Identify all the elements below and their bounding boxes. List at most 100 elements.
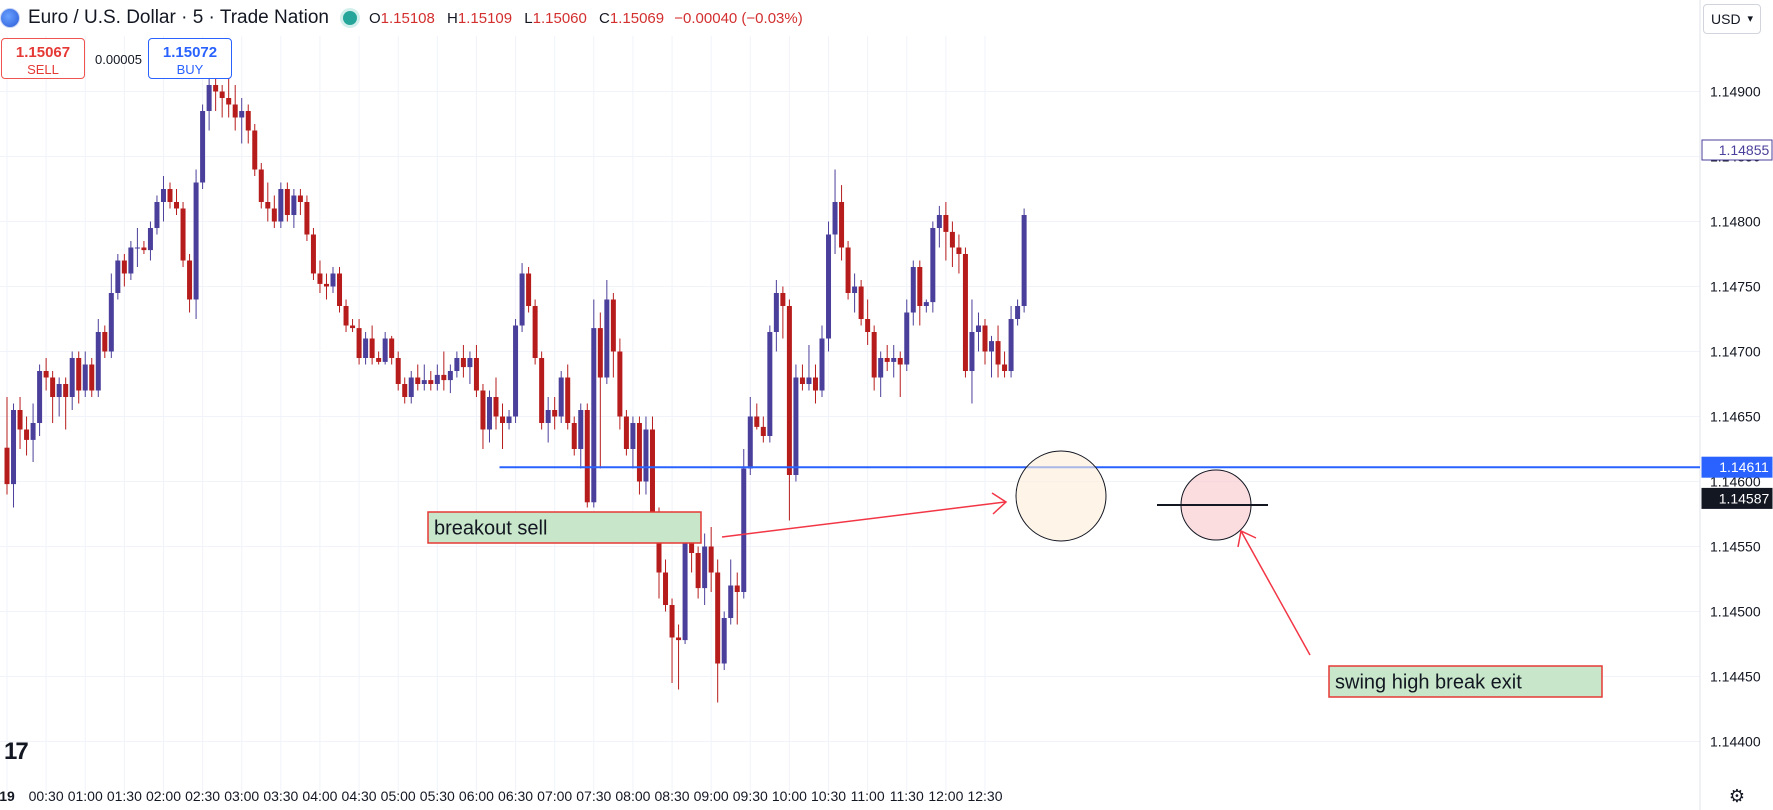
candle-body xyxy=(780,293,786,306)
candle-body xyxy=(832,202,838,235)
price-axis[interactable]: 1.149001.148501.148001.147501.147001.146… xyxy=(1701,84,1773,750)
candle-body xyxy=(480,390,486,430)
candle-body xyxy=(532,306,538,358)
candle-body xyxy=(591,328,597,503)
close-label: C xyxy=(599,9,610,27)
time-tick-label: 11:00 xyxy=(851,788,885,804)
symbol-title[interactable]: Euro / U.S. Dollar · 5 · Trade Nation xyxy=(28,7,329,28)
candle-body xyxy=(793,377,799,475)
candle-body xyxy=(271,208,277,222)
chevron-down-icon: ▾ xyxy=(1747,13,1753,25)
time-tick-label: 02:00 xyxy=(146,788,181,804)
time-tick-label: 07:30 xyxy=(576,788,611,804)
candle-body xyxy=(649,429,655,521)
buy-price: 1.15072 xyxy=(162,44,218,61)
candle-body xyxy=(37,371,43,423)
time-tick-label: 09:00 xyxy=(694,788,729,804)
candle-body xyxy=(460,358,466,368)
candle-body xyxy=(767,332,773,436)
candle-body xyxy=(428,380,434,384)
candle-body xyxy=(839,202,845,248)
candle-body xyxy=(447,371,453,381)
candle-body xyxy=(636,423,642,482)
candle-body xyxy=(558,377,564,417)
candle-body xyxy=(108,293,114,352)
candle-body xyxy=(584,410,590,503)
breakout-sell-box[interactable] xyxy=(427,511,702,544)
candle-body xyxy=(454,358,460,371)
candle-body xyxy=(245,111,251,131)
candle-body xyxy=(930,228,936,303)
candle-body xyxy=(962,254,968,371)
time-tick-label: 12:00 xyxy=(928,788,963,804)
candle-body xyxy=(949,231,955,248)
price-tick-label: 1.14700 xyxy=(1710,344,1761,360)
candle-body xyxy=(473,358,479,391)
candle-body xyxy=(89,364,95,391)
candle-body xyxy=(17,410,23,430)
tradingview-logo[interactable]: 17 xyxy=(4,738,29,765)
time-tick-label: 06:30 xyxy=(498,788,533,804)
candle-body xyxy=(434,374,440,384)
candle-body xyxy=(421,380,427,384)
candle-body xyxy=(910,267,916,313)
currency-select[interactable]: USD ▾ xyxy=(1703,4,1761,34)
candle-body xyxy=(121,260,127,274)
close-value: 1.15069 xyxy=(609,9,665,27)
candle-body xyxy=(30,423,36,440)
price-tick-label: 1.14400 xyxy=(1710,734,1761,750)
candle-body xyxy=(630,423,636,449)
sell-button[interactable]: 1.15067 SELL xyxy=(1,38,85,79)
candle-body xyxy=(317,273,323,284)
candle-body xyxy=(291,195,297,215)
time-tick-label: 07:00 xyxy=(537,788,572,804)
candle-body xyxy=(1021,215,1027,306)
candle-body xyxy=(754,416,760,427)
candle-body xyxy=(232,104,238,118)
ohlc-readout: O1.15108 H1.15109 L1.15060 C1.15069 −0.0… xyxy=(369,10,803,27)
crosshair-price-text: 1.14587 xyxy=(1719,490,1770,506)
candle-body xyxy=(167,189,173,202)
candle-body xyxy=(519,273,525,326)
candle-body xyxy=(467,358,473,368)
breakout-sell-text: breakout sell xyxy=(434,518,547,540)
high-label: H xyxy=(447,9,458,27)
candle-body xyxy=(486,397,492,430)
candle-body xyxy=(865,319,871,332)
time-axis[interactable]: 19 00:30 01:00 01:30 02:00 02:30 03:00 03:30 04:… xyxy=(0,786,1745,807)
settings-gear-icon[interactable]: ⚙ xyxy=(1729,786,1745,807)
candle-body xyxy=(141,247,147,251)
open-label: O xyxy=(368,9,381,27)
swing-high-break-exit-box[interactable] xyxy=(1328,665,1603,698)
candle-body xyxy=(363,338,369,358)
candle-body xyxy=(806,377,812,384)
arrow-head-icon xyxy=(1237,529,1257,548)
candle-body xyxy=(226,98,232,105)
market-open-status-icon xyxy=(342,11,357,25)
candle-body xyxy=(82,364,88,391)
candle-body xyxy=(526,273,532,306)
candle-body xyxy=(565,377,571,423)
candle-body xyxy=(728,585,734,618)
time-tick-label: 10:30 xyxy=(811,788,846,804)
candle-body xyxy=(134,247,140,249)
buy-button[interactable]: 1.15072 BUY xyxy=(148,38,232,79)
candle-body xyxy=(193,182,199,300)
time-tick-label: 08:30 xyxy=(655,788,690,804)
candle-body xyxy=(128,247,134,274)
time-tick-label: 09:30 xyxy=(733,788,768,804)
current-price-text: 1.14855 xyxy=(1719,142,1770,158)
candle-body xyxy=(702,546,708,589)
candles xyxy=(4,72,1027,703)
candle-body xyxy=(539,358,545,423)
candle-body xyxy=(350,325,356,329)
time-tick-label: 05:30 xyxy=(420,788,455,804)
high-value: 1.15109 xyxy=(457,9,513,27)
candle-body xyxy=(917,267,923,306)
candle-body xyxy=(337,273,343,306)
candle-body xyxy=(721,618,727,664)
candle-body xyxy=(330,273,336,287)
candle-body xyxy=(1008,319,1014,371)
time-tick-label: 03:00 xyxy=(224,788,259,804)
